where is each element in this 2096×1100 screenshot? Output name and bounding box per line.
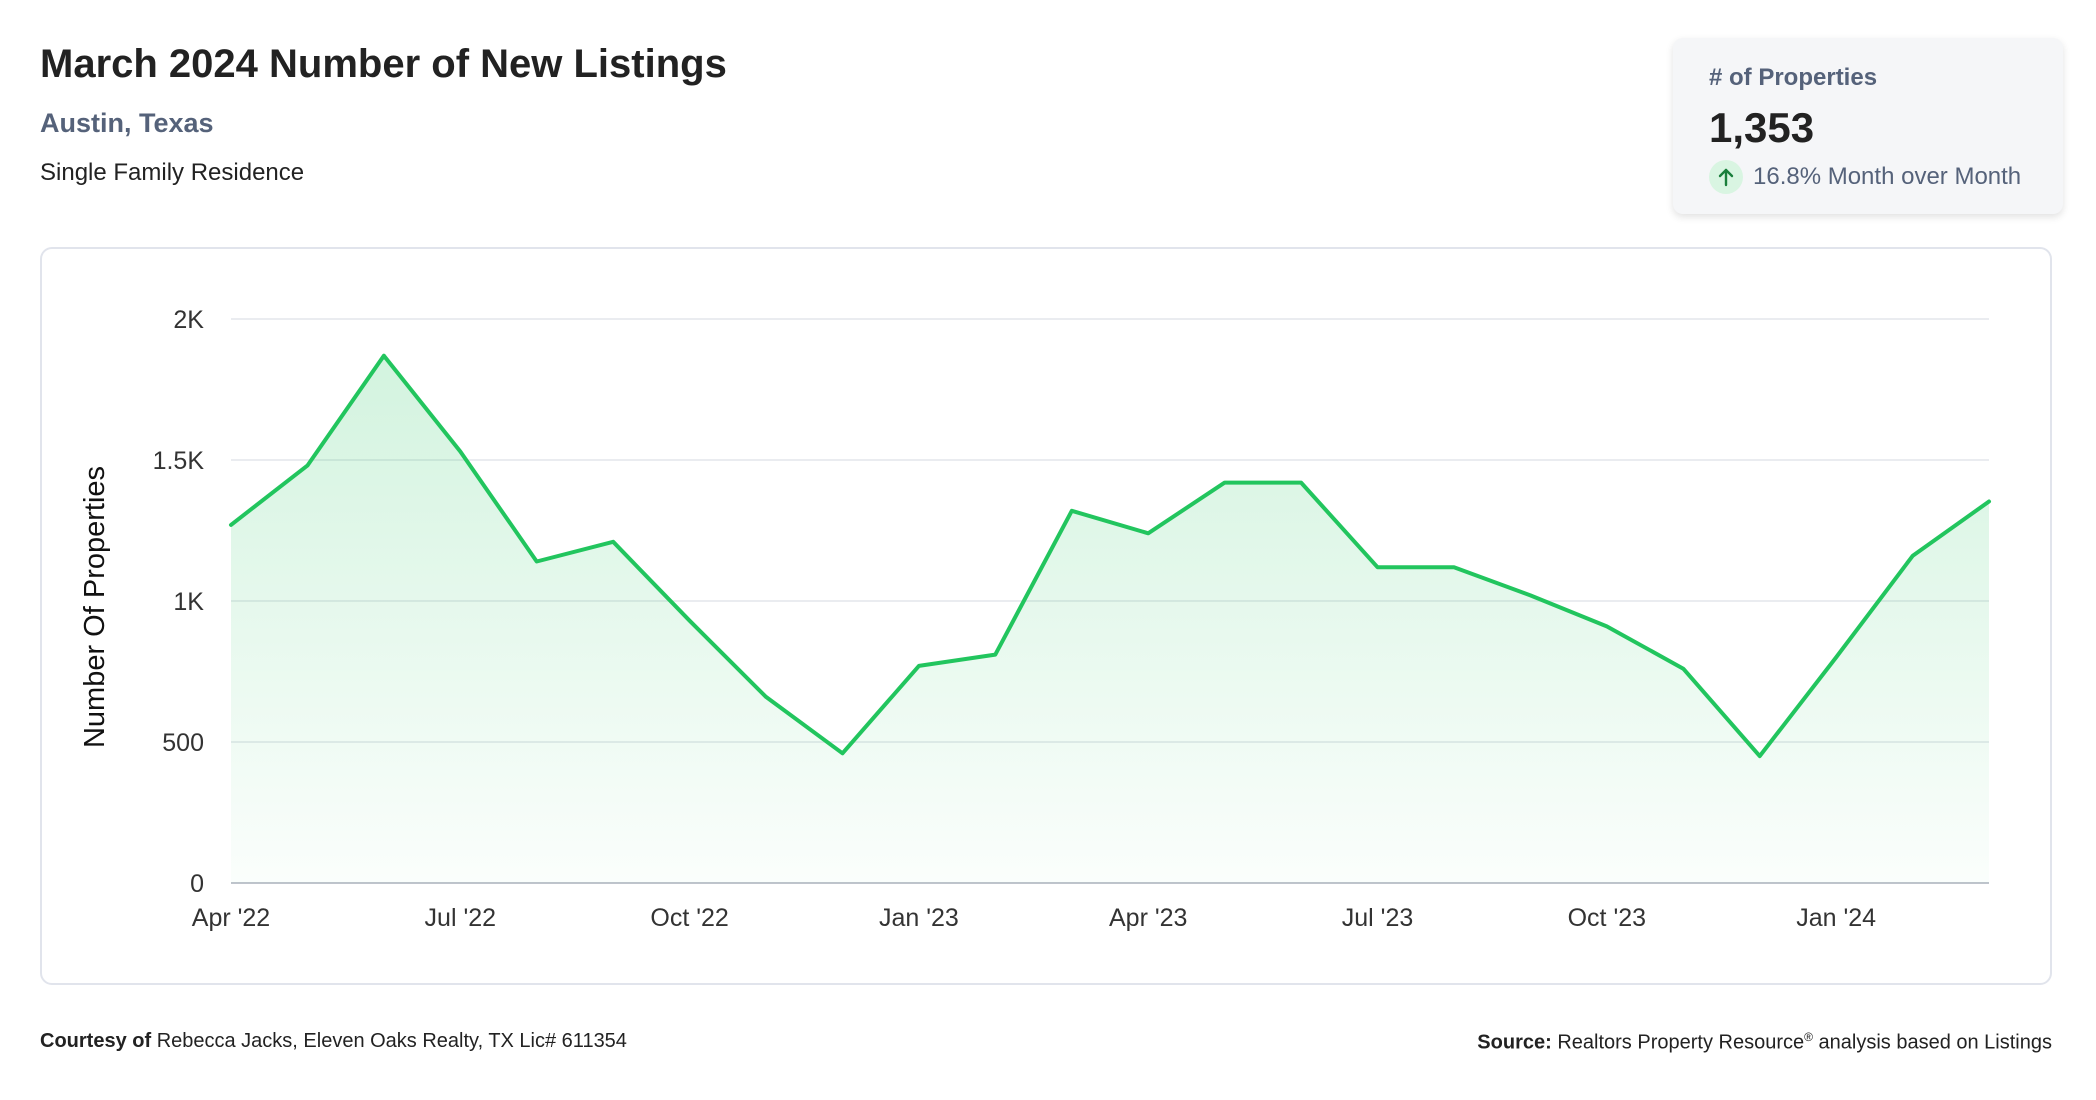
- courtesy-label: Courtesy of: [40, 1030, 152, 1052]
- data-point: [1680, 666, 1686, 672]
- data-point: [228, 522, 234, 528]
- x-tick-label: Apr '23: [1109, 904, 1187, 932]
- data-point: [1604, 623, 1610, 629]
- source-label: Source:: [1477, 1031, 1552, 1054]
- data-point: [1222, 480, 1228, 486]
- data-point: [992, 652, 998, 658]
- kpi-card: # of Properties 1,353 16.8% Month over M…: [1673, 38, 2063, 214]
- x-tick-label: Apr '22: [192, 904, 270, 932]
- data-point: [457, 449, 463, 455]
- data-point: [1757, 753, 1763, 759]
- data-point: [1986, 498, 1992, 504]
- y-tick-label: 0: [190, 870, 204, 898]
- kpi-value: 1,353: [1709, 104, 1815, 151]
- series-line: [229, 353, 1991, 759]
- data-point: [1069, 508, 1075, 514]
- x-tick-label: Jan '24: [1796, 904, 1876, 932]
- x-axis-ticks: Apr '22 Jul '22 Oct '22 Jan '23 Apr '23 Jul '…: [192, 904, 1876, 932]
- y-tick-label: 1.5K: [153, 447, 205, 475]
- source-footer: Source: Realtors Property Resource® anal…: [1477, 1030, 2052, 1055]
- data-point: [1375, 564, 1381, 570]
- location-subtitle: Austin, Texas: [40, 108, 214, 138]
- arrow-up-icon: [1709, 160, 1743, 194]
- data-point: [916, 663, 922, 669]
- registered-mark: ®: [1804, 1030, 1813, 1044]
- y-axis-ticks: 0 500 1K 1.5K 2K: [153, 306, 205, 898]
- kpi-label: # of Properties: [1709, 64, 1878, 91]
- source-text-suffix: analysis based on Listings: [1818, 1031, 2052, 1054]
- source-text: Realtors Property Resource: [1557, 1031, 1805, 1054]
- y-tick-label: 2K: [173, 306, 204, 334]
- data-point: [381, 353, 387, 359]
- data-point: [1451, 564, 1457, 570]
- data-point: [304, 463, 310, 469]
- x-tick-label: Jan '23: [879, 904, 959, 932]
- area-fill: [231, 355, 1989, 883]
- y-tick-label: 500: [162, 729, 204, 757]
- x-tick-label: Jul '23: [1342, 904, 1413, 932]
- line-chart: 0 500 1K 1.5K 2K Apr '22 Jul '22 Oct '22 Jan '2…: [79, 306, 1992, 932]
- data-point: [763, 694, 769, 700]
- property-type-label: Single Family Residence: [40, 159, 305, 186]
- kpi-change-row: 16.8% Month over Month: [1709, 160, 2021, 194]
- data-point: [687, 618, 693, 624]
- x-tick-label: Jul '22: [425, 904, 496, 932]
- data-point: [1833, 654, 1839, 660]
- chart-panel: 0 500 1K 1.5K 2K Apr '22 Jul '22 Oct '22 Jan '2…: [40, 247, 2052, 985]
- data-point: [839, 750, 845, 756]
- x-tick-label: Oct '22: [650, 904, 728, 932]
- x-tick-label: Oct '23: [1568, 904, 1646, 932]
- data-point: [1527, 592, 1533, 598]
- data-point: [1145, 530, 1151, 536]
- y-tick-label: 1K: [173, 588, 204, 616]
- page-title: March 2024 Number of New Listings: [40, 42, 727, 86]
- data-point: [534, 559, 540, 565]
- kpi-change-text: 16.8% Month over Month: [1753, 163, 2022, 190]
- y-axis-title: Number Of Properties: [79, 466, 111, 748]
- data-point: [1298, 480, 1304, 486]
- data-point: [1910, 553, 1916, 559]
- courtesy-text: Rebecca Jacks, Eleven Oaks Realty, TX Li…: [156, 1030, 627, 1052]
- data-point: [610, 539, 616, 545]
- courtesy-footer: Courtesy of Rebecca Jacks, Eleven Oaks R…: [40, 1030, 627, 1053]
